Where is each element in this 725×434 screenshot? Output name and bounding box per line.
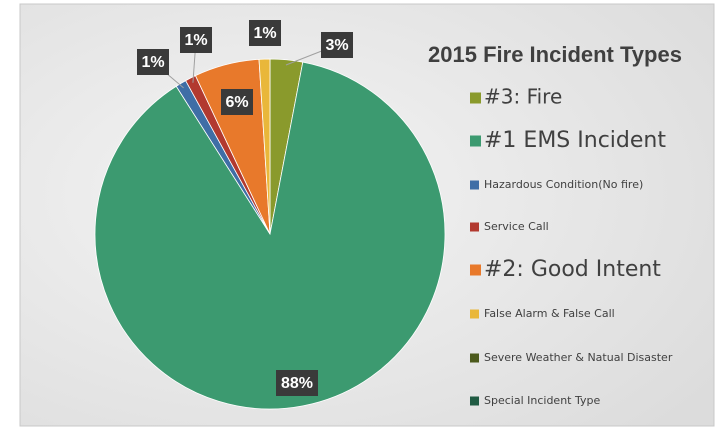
legend-label: #3: Fire bbox=[484, 85, 562, 109]
data-label: 6% bbox=[225, 94, 248, 111]
legend-swatch bbox=[470, 264, 481, 276]
legend-label: Service Call bbox=[484, 220, 549, 233]
legend-label: #1 EMS Incident bbox=[484, 128, 666, 153]
data-label: 1% bbox=[184, 32, 207, 49]
legend-swatch bbox=[470, 92, 481, 104]
chart-title: 2015 Fire Incident Types bbox=[428, 42, 682, 67]
legend-swatch bbox=[470, 222, 479, 232]
legend-label: Severe Weather & Natual Disaster bbox=[484, 351, 673, 364]
legend-swatch bbox=[470, 353, 479, 363]
pie-slice bbox=[94, 61, 446, 410]
data-label-box bbox=[249, 20, 281, 46]
legend-label: Hazardous Condition(No fire) bbox=[484, 178, 643, 191]
legend-swatch bbox=[470, 309, 479, 319]
data-label-box bbox=[276, 370, 318, 396]
data-label-box bbox=[221, 89, 253, 115]
data-label-box bbox=[321, 32, 353, 58]
legend-swatch bbox=[470, 180, 479, 190]
data-label: 1% bbox=[141, 54, 164, 71]
data-label: 88% bbox=[281, 375, 313, 392]
data-label: 1% bbox=[253, 25, 276, 42]
legend-swatch bbox=[470, 396, 479, 406]
pie-slice bbox=[258, 58, 271, 235]
data-label: 3% bbox=[325, 37, 348, 54]
data-label-box bbox=[180, 27, 212, 53]
legend-label: False Alarm & False Call bbox=[484, 307, 615, 320]
data-label-box bbox=[137, 49, 169, 75]
legend-label: Special Incident Type bbox=[484, 394, 600, 407]
legend-label: #2: Good Intent bbox=[484, 257, 661, 282]
legend-swatch bbox=[470, 135, 481, 147]
